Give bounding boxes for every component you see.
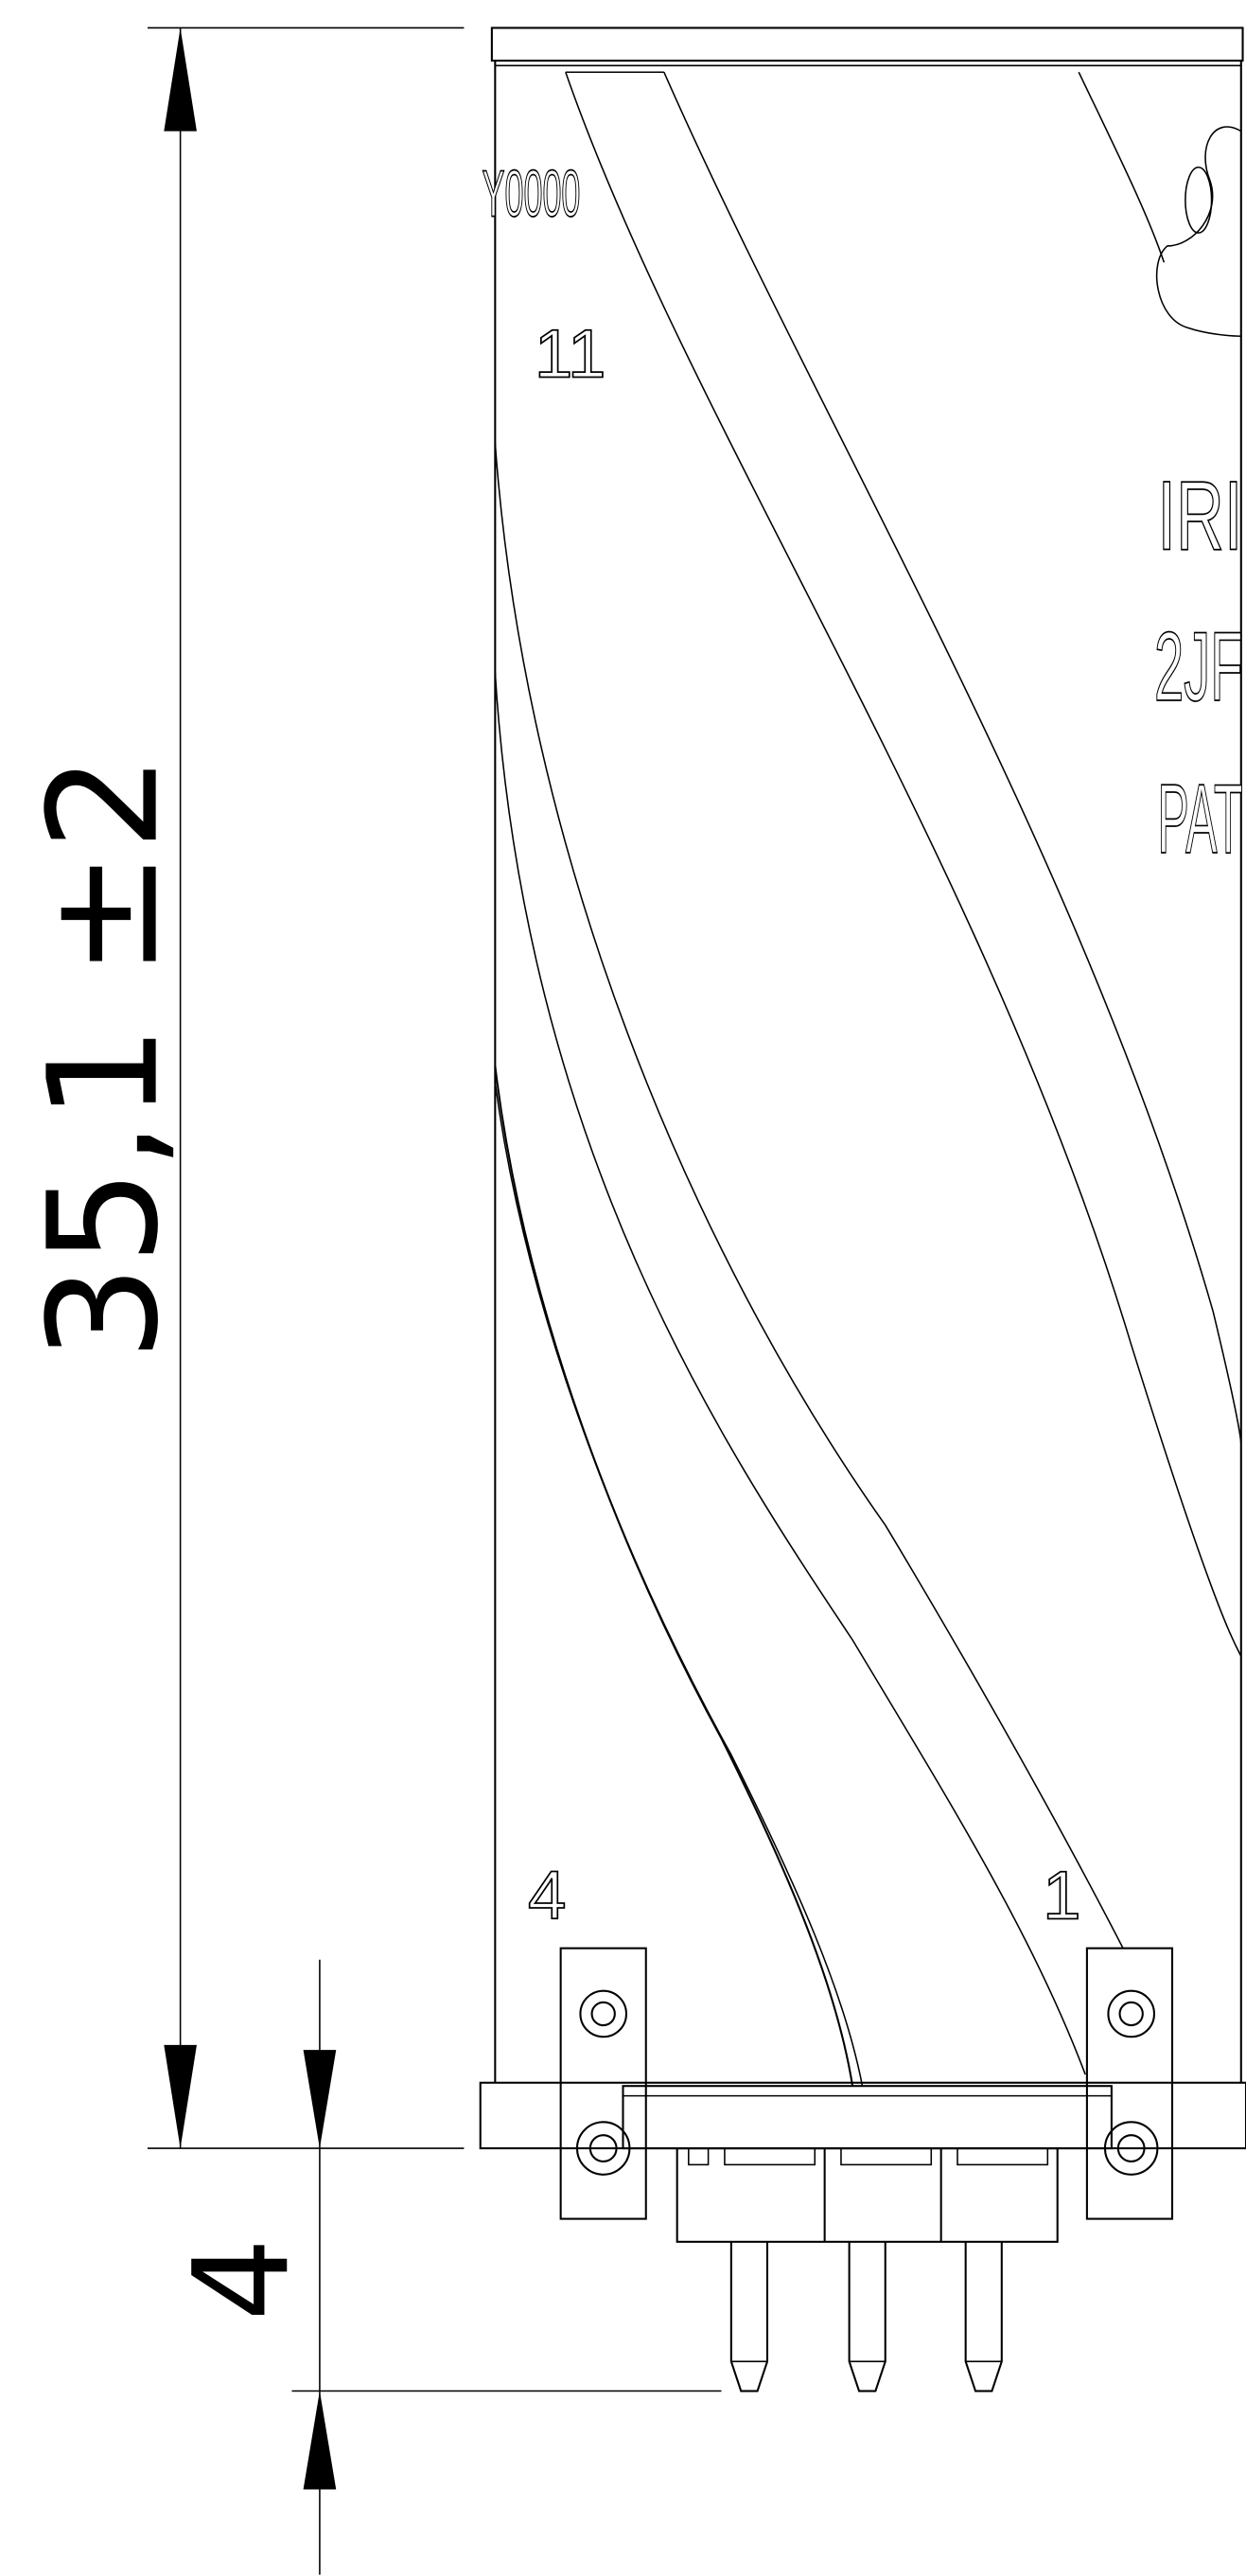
marking-line: PAT — [1157, 765, 1242, 874]
pin-label: 4 — [528, 1857, 566, 1933]
marking-line: IRI — [1157, 462, 1242, 572]
pin-label: 11 — [535, 316, 606, 393]
height-dimension: 35,1 ±2 — [16, 26, 465, 2149]
pin-dimension-label: 4 — [165, 2238, 318, 2321]
code-label: Y0000 — [482, 157, 580, 231]
pin-dimension: 4 — [165, 1959, 722, 2575]
marking-line: 2JF — [1154, 612, 1243, 722]
pin-label: 1 — [1043, 1857, 1080, 1933]
housing — [490, 26, 1244, 2087]
height-dimension-label: 35,1 ±2 — [16, 754, 192, 1361]
connector — [479, 1947, 1246, 2392]
